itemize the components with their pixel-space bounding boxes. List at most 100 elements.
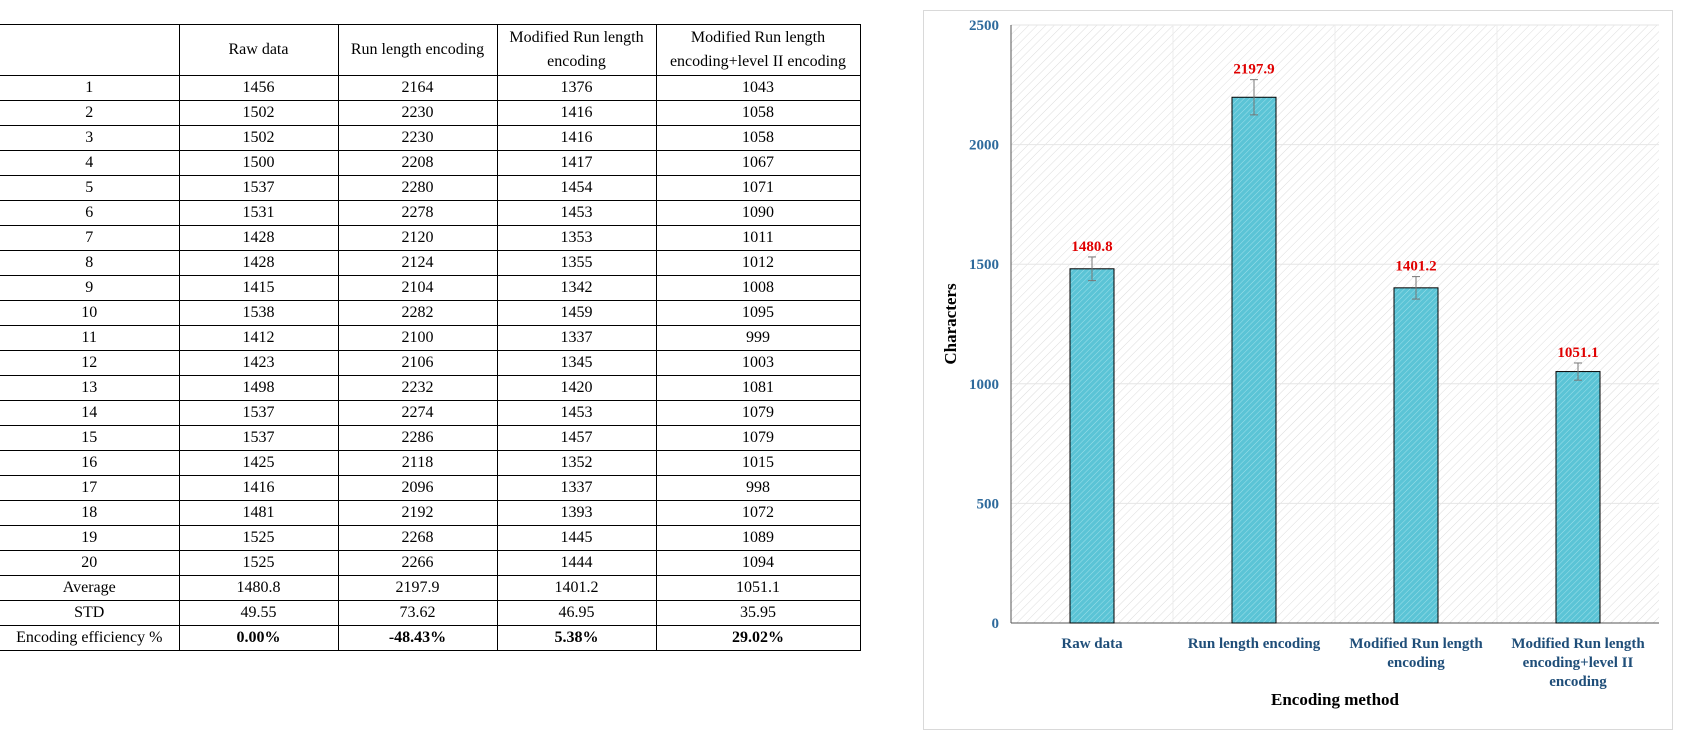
table-row: 4 1500 2208 1417 1067	[0, 150, 861, 176]
table-cell: 1498	[178, 375, 339, 401]
table-cell: 2278	[337, 200, 498, 226]
table-row: 9 1415 2104 1342 1008	[0, 275, 861, 301]
column-header: Run length encoding	[337, 24, 498, 76]
table-cell: 1416	[496, 100, 657, 126]
row-label: 6	[0, 200, 180, 226]
column-header: Modified Run length encoding	[496, 24, 657, 76]
row-label: 16	[0, 450, 180, 476]
table-cell: 2104	[337, 275, 498, 301]
table-cell: 1454	[496, 175, 657, 201]
table-row: 12 1423 2106 1345 1003	[0, 350, 861, 376]
table-cell: 2268	[337, 525, 498, 551]
table-row: 20 1525 2266 1444 1094	[0, 550, 861, 576]
table-header-row: Raw data Run length encoding Modified Run …	[0, 24, 861, 76]
table-cell: 1538	[178, 300, 339, 326]
table-cell: 1444	[496, 550, 657, 576]
table-cell: 49.55	[178, 600, 339, 626]
row-label: 5	[0, 175, 180, 201]
table-cell: 1445	[496, 525, 657, 551]
table-cell: 2232	[337, 375, 498, 401]
table-cell: 2096	[337, 475, 498, 501]
row-label: 11	[0, 325, 180, 351]
table-cell: 2274	[337, 400, 498, 426]
table-cell: 1537	[178, 175, 339, 201]
table-cell: 1072	[655, 500, 861, 526]
table-cell: 1079	[655, 425, 861, 451]
table-cell: 2106	[337, 350, 498, 376]
table-cell: 1043	[655, 75, 861, 101]
table-cell: 1415	[178, 275, 339, 301]
table-row: 11 1412 2100 1337 999	[0, 325, 861, 351]
efficiency-row: Encoding efficiency % 0.00% -48.43% 5.38% 29…	[0, 625, 861, 651]
table-row: 3 1502 2230 1416 1058	[0, 125, 861, 151]
table-row: 7 1428 2120 1353 1011	[0, 225, 861, 251]
table-cell: 1337	[496, 475, 657, 501]
table-cell: 2118	[337, 450, 498, 476]
data-label: 2197.9	[1233, 62, 1274, 78]
table-cell: 998	[655, 475, 861, 501]
x-category-label: encoding+level II	[1523, 655, 1634, 671]
table-row: 16 1425 2118 1352 1015	[0, 450, 861, 476]
table-row: 10 1538 2282 1459 1095	[0, 300, 861, 326]
table-cell: 1459	[496, 300, 657, 326]
y-tick-label: 1500	[969, 257, 999, 273]
table-row: 14 1537 2274 1453 1079	[0, 400, 861, 426]
table-row: 15 1537 2286 1457 1079	[0, 425, 861, 451]
row-label: Encoding efficiency %	[0, 625, 180, 651]
row-label: 20	[0, 550, 180, 576]
table-cell: 1393	[496, 500, 657, 526]
y-tick-label: 2500	[969, 18, 999, 34]
table-cell: 0.00%	[178, 625, 339, 651]
table-row: 5 1537 2280 1454 1071	[0, 175, 861, 201]
x-category-label: Raw data	[1061, 636, 1123, 652]
table-cell: 1428	[178, 225, 339, 251]
y-tick-label: 500	[977, 496, 1000, 512]
stats-row: STD 49.55 73.62 46.95 35.95	[0, 600, 861, 626]
table-row: 6 1531 2278 1453 1090	[0, 200, 861, 226]
row-label: 14	[0, 400, 180, 426]
table-cell: 1531	[178, 200, 339, 226]
table-row: 17 1416 2096 1337 998	[0, 475, 861, 501]
row-label: 8	[0, 250, 180, 276]
x-category-label: encoding	[1387, 655, 1445, 671]
table-cell: 2286	[337, 425, 498, 451]
table-cell: 2230	[337, 125, 498, 151]
data-label: 1051.1	[1557, 345, 1598, 361]
table-cell: 2197.9	[337, 575, 498, 601]
table-cell: 1480.8	[178, 575, 339, 601]
row-label: 10	[0, 300, 180, 326]
row-label: 1	[0, 75, 180, 101]
table-cell: 1090	[655, 200, 861, 226]
table-cell: 1094	[655, 550, 861, 576]
table-cell: 5.38%	[496, 625, 657, 651]
table-cell: 2280	[337, 175, 498, 201]
table-cell: 1537	[178, 400, 339, 426]
x-category-label: Run length encoding	[1188, 636, 1321, 652]
bar	[1231, 96, 1277, 624]
row-label: 17	[0, 475, 180, 501]
row-label: 15	[0, 425, 180, 451]
bar	[1393, 287, 1439, 624]
table-cell: 1353	[496, 225, 657, 251]
table-row: 13 1498 2232 1420 1081	[0, 375, 861, 401]
table-row: 8 1428 2124 1355 1012	[0, 250, 861, 276]
x-category-label: encoding	[1549, 674, 1607, 690]
x-category-label: Modified Run length	[1511, 636, 1645, 652]
table-cell: 1416	[178, 475, 339, 501]
table-cell: 1525	[178, 525, 339, 551]
table-cell: 1456	[178, 75, 339, 101]
table-cell: 1401.2	[496, 575, 657, 601]
table-cell: 1502	[178, 100, 339, 126]
table-cell: 1502	[178, 125, 339, 151]
table-cell: 29.02%	[655, 625, 861, 651]
table-cell: 2282	[337, 300, 498, 326]
column-header: Raw data	[178, 24, 339, 76]
bar	[1069, 268, 1115, 624]
table-row: 1 1456 2164 1376 1043	[0, 75, 861, 101]
table-cell: 1416	[496, 125, 657, 151]
table-cell: 1500	[178, 150, 339, 176]
y-tick-label: 1000	[969, 377, 999, 393]
table-cell: 1089	[655, 525, 861, 551]
row-label: STD	[0, 600, 180, 626]
table-cell: 1525	[178, 550, 339, 576]
